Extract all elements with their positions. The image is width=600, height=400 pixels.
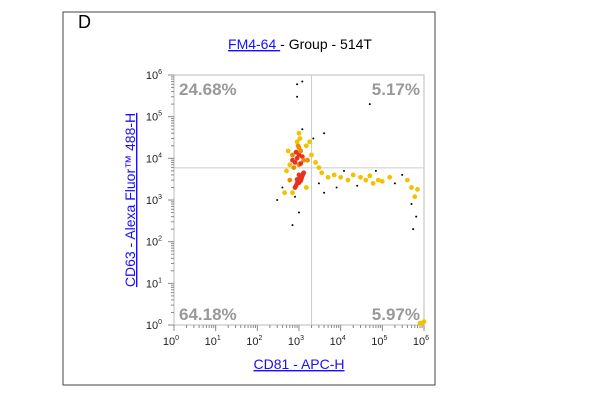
y-axis-label[interactable]: CD63 - Alexa Fluor™ 488-H xyxy=(122,113,138,287)
data-point xyxy=(281,186,284,189)
x-axis-label[interactable]: CD81 - APC-H xyxy=(253,356,344,372)
data-point xyxy=(343,169,345,172)
title-parameter-link[interactable]: FM4-64 xyxy=(228,36,280,52)
data-point xyxy=(367,173,373,179)
chart-title: FM4-64 - Group - 514T xyxy=(228,36,372,52)
data-point xyxy=(296,145,302,151)
data-point xyxy=(296,130,302,136)
quadrant-upper-left-percent: 24.68% xyxy=(179,80,237,99)
data-point xyxy=(358,174,363,180)
y-tick-label: 100 xyxy=(146,319,162,332)
quadrant-lower-left-percent: 64.18% xyxy=(179,305,237,324)
x-tick-label: 102 xyxy=(246,335,262,348)
data-point xyxy=(401,173,404,176)
data-point xyxy=(345,177,351,183)
data-point xyxy=(303,185,309,190)
data-point xyxy=(410,203,413,205)
data-point xyxy=(312,137,315,140)
data-point xyxy=(305,157,310,163)
data-point xyxy=(297,136,303,141)
data-point xyxy=(291,224,294,227)
data-point xyxy=(412,194,418,200)
data-point xyxy=(317,182,320,185)
y-tick-label: 104 xyxy=(146,152,162,165)
data-point xyxy=(335,186,338,189)
data-point xyxy=(276,199,279,201)
x-tick-label: 101 xyxy=(205,335,221,348)
x-tick-label: 103 xyxy=(288,335,304,348)
y-tick-label: 101 xyxy=(146,277,162,290)
data-point xyxy=(287,177,293,183)
y-tick-label: 102 xyxy=(146,236,162,249)
data-point xyxy=(421,319,427,325)
data-point xyxy=(298,161,304,166)
data-point xyxy=(415,187,420,192)
data-point xyxy=(293,149,299,155)
plot-area xyxy=(173,74,425,326)
data-point xyxy=(301,170,307,176)
data-point xyxy=(290,190,295,196)
data-point xyxy=(375,177,381,183)
data-point xyxy=(292,185,298,190)
data-point xyxy=(379,179,385,184)
data-point xyxy=(309,152,314,158)
x-tick-label: 100 xyxy=(163,335,179,348)
data-point xyxy=(350,172,356,178)
data-point xyxy=(301,80,304,83)
data-point xyxy=(363,177,369,183)
data-point xyxy=(296,95,299,98)
data-point xyxy=(370,181,376,186)
data-point xyxy=(296,172,302,178)
data-point xyxy=(415,215,418,218)
data-point xyxy=(301,128,304,131)
data-point xyxy=(294,177,300,182)
x-tick-label: 104 xyxy=(330,335,346,348)
data-point xyxy=(290,152,295,158)
data-point xyxy=(356,184,359,187)
y-tick-label: 106 xyxy=(146,69,162,82)
data-point xyxy=(282,190,287,196)
data-point xyxy=(294,139,300,145)
y-tick-label: 103 xyxy=(146,194,162,207)
data-point xyxy=(319,170,325,176)
data-point xyxy=(325,174,331,180)
data-point xyxy=(405,177,410,183)
data-point xyxy=(285,148,291,154)
data-point xyxy=(284,168,289,174)
x-tick-label: 106 xyxy=(413,335,429,348)
data-point xyxy=(338,174,344,180)
data-point xyxy=(307,139,312,145)
data-point xyxy=(296,83,299,86)
quadrant-upper-right-percent: 5.17% xyxy=(372,80,420,99)
data-point xyxy=(301,157,307,163)
figure-frame xyxy=(62,11,436,386)
data-point xyxy=(323,132,326,135)
data-point xyxy=(393,182,396,185)
data-point xyxy=(294,195,296,198)
data-point xyxy=(313,160,318,165)
data-point xyxy=(303,143,309,149)
data-point xyxy=(299,154,305,160)
data-point xyxy=(374,169,377,172)
data-point xyxy=(412,228,415,231)
data-point xyxy=(290,157,295,163)
panel-label: D xyxy=(78,12,91,32)
data-point xyxy=(331,172,337,178)
title-group: - Group - 514T xyxy=(280,36,372,52)
data-point xyxy=(409,185,414,190)
data-point xyxy=(298,211,300,214)
quadrant-lower-right-percent: 5.97% xyxy=(372,305,420,324)
data-point xyxy=(298,178,304,184)
data-point xyxy=(323,191,326,194)
data-point xyxy=(387,174,393,180)
x-tick-label: 105 xyxy=(371,335,387,348)
data-point xyxy=(287,162,293,168)
data-point xyxy=(316,165,322,171)
data-point xyxy=(368,103,371,106)
data-point xyxy=(291,165,297,171)
y-tick-label: 105 xyxy=(146,111,162,124)
